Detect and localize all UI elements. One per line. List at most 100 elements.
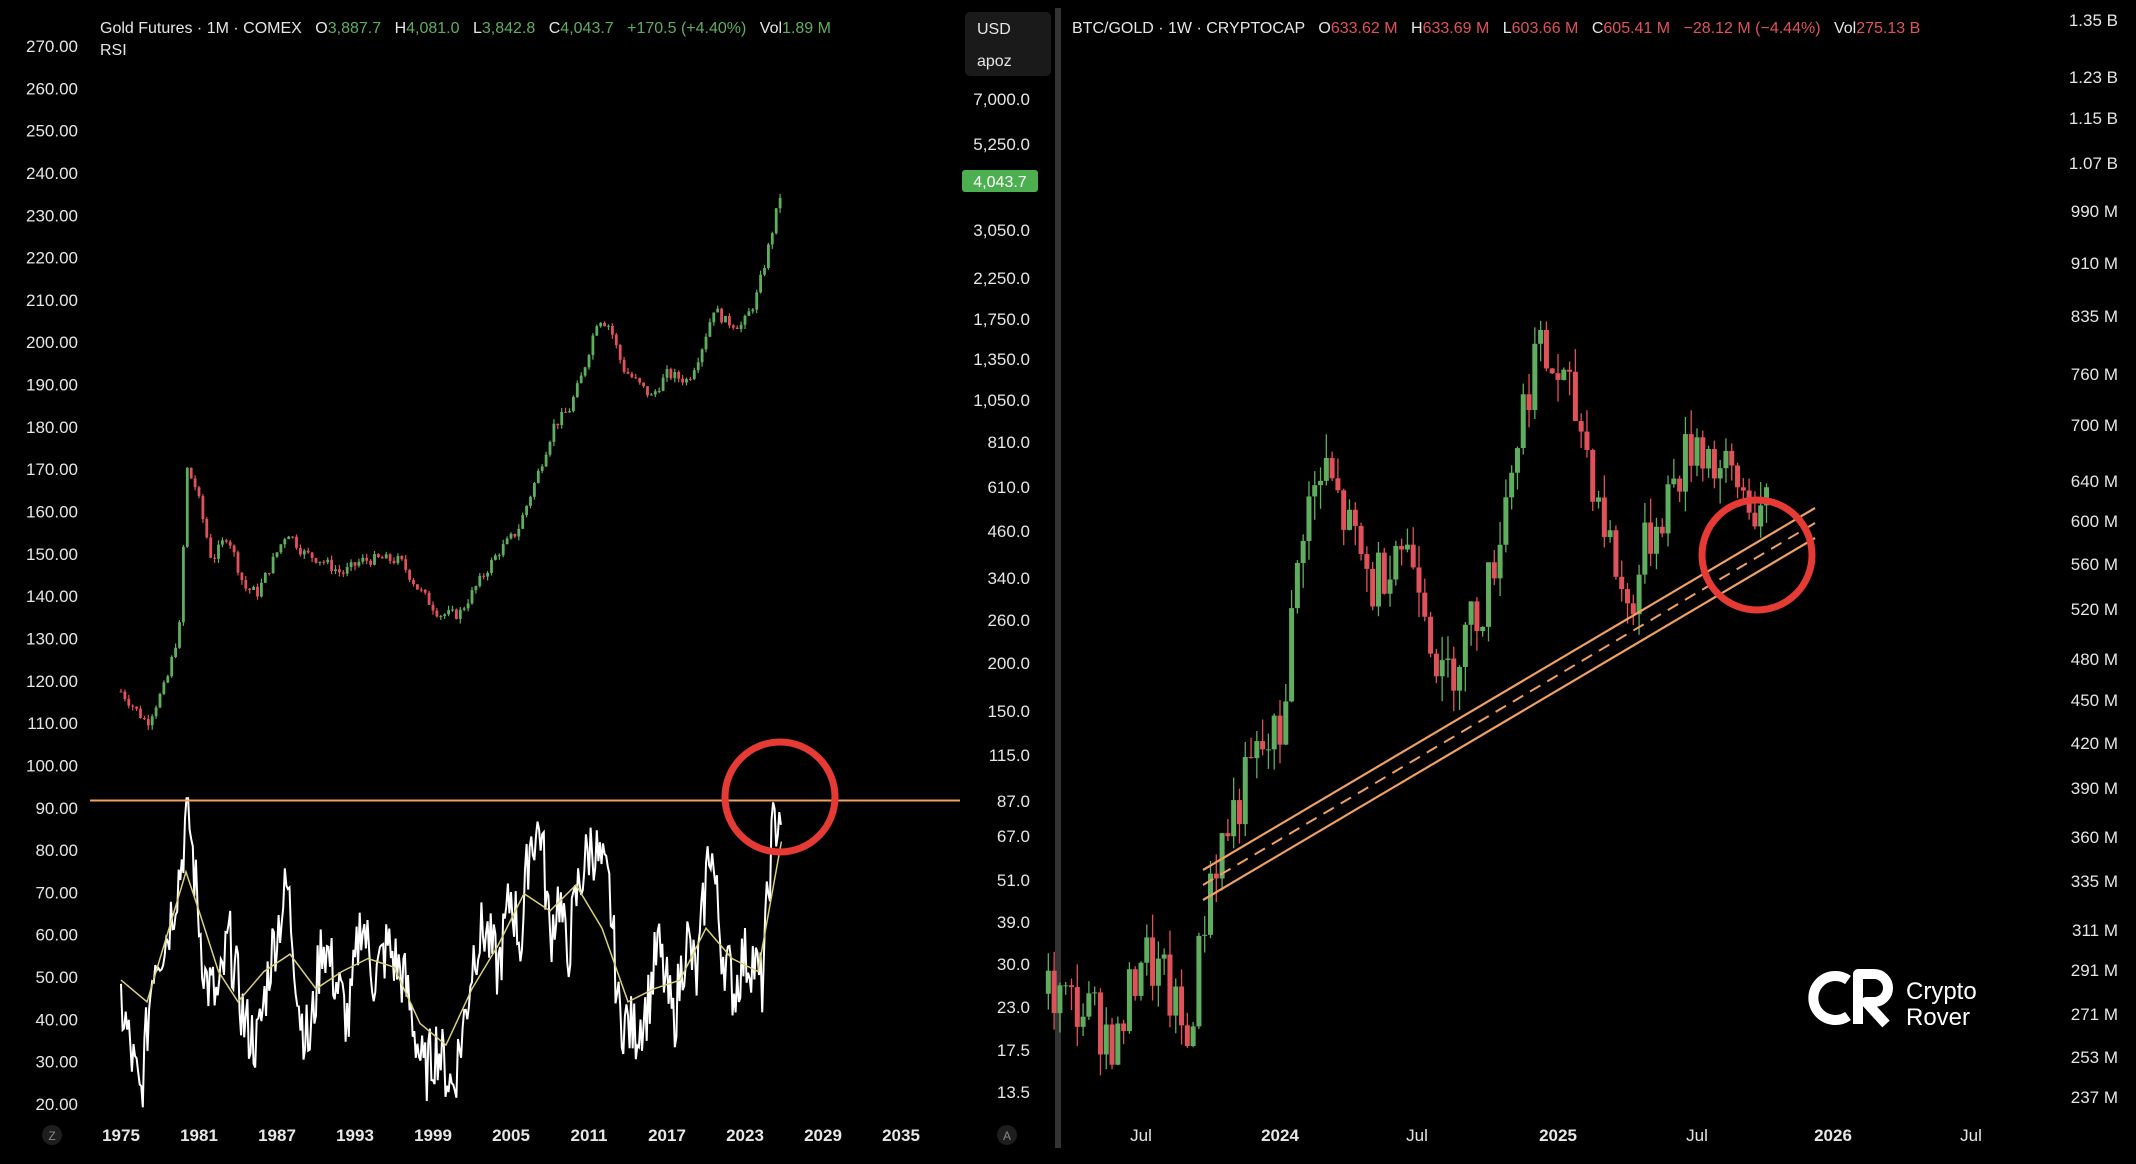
panel-divider[interactable] xyxy=(1055,8,1061,1148)
rsi-indicator xyxy=(120,797,783,1108)
gold-candle xyxy=(224,540,228,542)
btc-gold-candle xyxy=(1688,434,1694,466)
btc-gold-candle xyxy=(1236,800,1242,825)
gold-time-axis-tick: 2035 xyxy=(882,1126,920,1145)
btc-close: 605.41 M xyxy=(1603,20,1670,37)
gold-right-axis-tick: 810.0 xyxy=(987,433,1030,452)
btc-gold-candle xyxy=(1329,457,1335,479)
gold-candle xyxy=(665,369,669,378)
btc-gold-candle xyxy=(1115,1023,1121,1065)
btc-gold-candle xyxy=(1555,373,1561,380)
gold-candle xyxy=(533,483,536,497)
btc-gold-candle xyxy=(1387,579,1393,594)
crypto-rover-logo: Crypto Rover xyxy=(1808,969,1977,1031)
btc-gold-candle xyxy=(1121,1023,1127,1032)
gold-candle xyxy=(193,478,197,488)
btc-gold-candle xyxy=(1700,437,1706,469)
gold-candle xyxy=(431,604,435,611)
btc-gold-candle xyxy=(1694,437,1700,466)
currency-box[interactable] xyxy=(965,12,1051,76)
gold-right-axis-tick: 30.0 xyxy=(997,955,1030,974)
gold-candle xyxy=(357,561,361,566)
btc-gold-candle xyxy=(1457,667,1463,691)
btc-gold-candle xyxy=(1126,969,1132,1032)
rsi-highlight-circle xyxy=(721,738,839,856)
auto-scale-icon-right[interactable] xyxy=(997,1125,1017,1145)
gold-candle xyxy=(263,572,267,583)
btc-gold-candle xyxy=(1289,608,1295,702)
gold-candle xyxy=(377,554,380,558)
corner-a-label[interactable]: A xyxy=(1003,1129,1011,1143)
gold-left-axis: 270.00 260.00 250.00 240.00 230.00 220.00 210.… xyxy=(26,37,78,1114)
gold-candle xyxy=(505,538,509,545)
btc-gold-candle xyxy=(1526,394,1532,411)
gold-candle xyxy=(240,572,244,581)
gold-left-axis-tick: 90.00 xyxy=(35,799,78,818)
gold-right-axis-tick: 17.5 xyxy=(997,1041,1030,1060)
gold-left-axis-tick: 240.00 xyxy=(26,164,78,183)
btc-gold-candle xyxy=(1752,512,1758,527)
gold-candle xyxy=(443,614,447,617)
gold-left-axis-tick: 120.00 xyxy=(26,672,78,691)
scale-mode-label[interactable]: apoz xyxy=(977,53,1012,70)
gold-right-axis-tick: 2,250.0 xyxy=(973,269,1030,288)
gold-candle xyxy=(302,550,306,555)
auto-scale-icon-left[interactable] xyxy=(42,1125,62,1145)
gold-candle xyxy=(572,397,575,412)
btc-gold-candle xyxy=(1144,937,1150,963)
btc-highlight-circle xyxy=(1698,496,1816,614)
gold-time-axis-tick: 2011 xyxy=(571,1126,608,1145)
btc-gold-candle xyxy=(1323,457,1329,481)
btc-gold-header: BTC/GOLD · 1W · CRYPTOCAP O633.62 M H633… xyxy=(1072,20,1920,37)
btc-gold-candle xyxy=(1630,603,1636,615)
gold-candle xyxy=(299,547,302,555)
btc-gold-axis-tick: 271 M xyxy=(2071,1005,2118,1024)
gold-right-axis-tick: 340.0 xyxy=(987,569,1030,588)
channel-upper-line[interactable] xyxy=(1202,507,1816,871)
btc-gold-axis-tick: 1.35 B xyxy=(2069,11,2118,30)
gold-candle xyxy=(322,561,326,563)
btc-gold-candle xyxy=(1375,552,1381,607)
gold-candle xyxy=(716,308,720,313)
btc-gold-candle xyxy=(1474,601,1480,632)
btc-gold-time-tick: Jul xyxy=(1406,1126,1428,1145)
gold-candle xyxy=(544,454,548,467)
gold-candle xyxy=(466,603,470,609)
gold-candle xyxy=(704,336,708,350)
btc-gold-candle xyxy=(1399,545,1405,550)
gold-candle xyxy=(653,391,657,395)
btc-gold-axis-tick: 291 M xyxy=(2071,961,2118,980)
currency-label[interactable]: USD xyxy=(977,21,1011,38)
btc-gold-candle xyxy=(1057,985,1063,1014)
gold-candle xyxy=(470,590,474,604)
gold-candle xyxy=(478,575,482,587)
gold-right-axis-tick: 3,050.0 xyxy=(973,221,1030,240)
gold-open-label: O xyxy=(315,20,327,37)
gold-candle xyxy=(618,344,622,360)
gold-candle xyxy=(170,656,174,677)
gold-candle xyxy=(747,311,751,316)
btc-gold-candle xyxy=(1735,465,1741,488)
btc-gold-candle xyxy=(1572,371,1578,422)
btc-gold-candle xyxy=(1422,592,1428,617)
gold-right-axis-tick: 200.0 xyxy=(987,654,1030,673)
gold-candle xyxy=(330,559,333,571)
btc-gold-candle xyxy=(1601,497,1607,538)
btc-gold-candle xyxy=(1092,992,1098,994)
btc-gold-axis-tick: 450 M xyxy=(2071,691,2118,710)
gold-right-axis-tick: 610.0 xyxy=(987,478,1030,497)
btc-high: 633.69 M xyxy=(1423,20,1490,37)
btc-gold-candle xyxy=(1642,522,1648,575)
channel-lower-line[interactable] xyxy=(1202,537,1816,901)
corner-z-label[interactable]: Z xyxy=(48,1129,55,1143)
gold-candle xyxy=(509,533,513,539)
gold-candle xyxy=(731,325,735,328)
channel-mid-line[interactable] xyxy=(1202,522,1816,886)
gold-candle xyxy=(728,315,731,326)
gold-candle xyxy=(451,609,454,611)
gold-time-axis-tick: 1999 xyxy=(414,1126,452,1145)
gold-price-tag xyxy=(962,170,1038,192)
support-channel[interactable] xyxy=(1202,507,1816,901)
gold-candle xyxy=(127,699,131,706)
gold-candle xyxy=(205,518,209,538)
